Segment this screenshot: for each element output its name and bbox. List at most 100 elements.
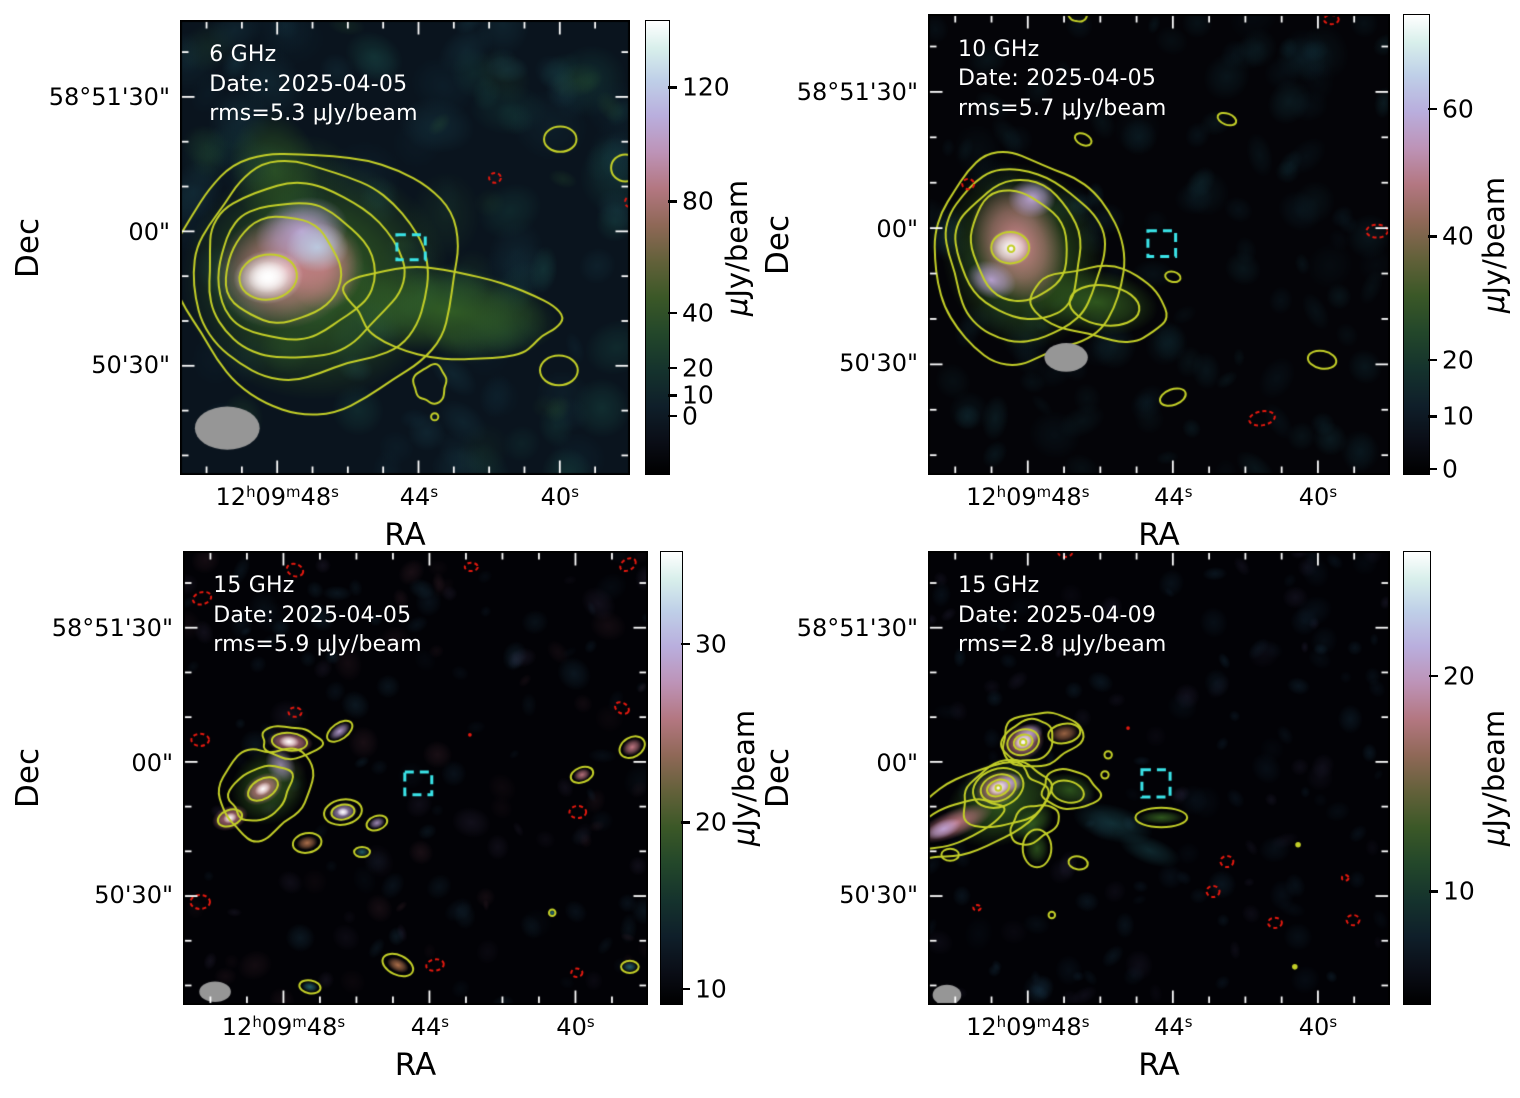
- colorbar-gradient: [1403, 551, 1431, 1005]
- freq-label: 15 GHz: [958, 573, 1040, 599]
- freq-label: 10 GHz: [958, 36, 1040, 62]
- ra-tick-label: 12h09m48s: [966, 482, 1090, 511]
- colorbar-tick-mark: [681, 642, 690, 646]
- colorbar-tick-mark: [1429, 890, 1438, 893]
- colorbar-tick-mark: [668, 414, 677, 418]
- radio-map-canvas-6ghz: [180, 20, 630, 475]
- dec-tick-label: 58°51'30": [48, 82, 170, 111]
- ra-axis-label: RA: [1138, 517, 1180, 553]
- dec-tick-label: 00": [876, 214, 918, 243]
- map-6ghz: 6 GHz Date: 2025-04-05 rms=5.3 μJy/beam: [180, 20, 630, 475]
- colorbar-tick-mark: [668, 311, 677, 315]
- colorbar-tick-label: 40: [1442, 221, 1474, 251]
- colorbar-gradient: [660, 551, 683, 1005]
- ra-tick-label: 12h09m48s: [215, 482, 339, 511]
- dec-tick-label: 00": [876, 748, 918, 777]
- dec-axis-label: Dec: [10, 217, 46, 278]
- ra-tick-label: 44s: [410, 1012, 450, 1041]
- colorbar-tick-mark: [668, 86, 677, 89]
- ra-tick-label: 40s: [540, 482, 579, 511]
- freq-label: 6 GHz: [209, 42, 277, 68]
- ra-tick-label: 44s: [1154, 1012, 1193, 1041]
- rms-label: rms=5.7 μJy/beam: [958, 95, 1167, 121]
- ra-tick-label: 12h09m48s: [221, 1012, 346, 1041]
- ra-tick-label: 44s: [1154, 482, 1193, 511]
- radio-map-canvas-15ghz-apr05: [183, 551, 648, 1005]
- dec-tick-label: 50'30": [839, 881, 918, 910]
- date-label: Date: 2025-04-05: [213, 602, 412, 628]
- dec-axis-label: Dec: [760, 214, 796, 275]
- colorbar-unit-label: μJy/beam: [1477, 176, 1511, 313]
- colorbar-tick-label: 40: [682, 298, 714, 328]
- ra-tick-label: 44s: [399, 482, 439, 511]
- ra-axis-label: RA: [394, 1047, 437, 1083]
- colorbar-tick-mark: [1428, 235, 1437, 238]
- colorbar-tick-mark: [668, 366, 677, 370]
- colorbar-tick-label: 20: [682, 353, 714, 383]
- colorbar-gradient: [1403, 14, 1430, 475]
- ra-tick-label: 40s: [1298, 482, 1338, 511]
- colorbar-tick-label: 0: [682, 401, 698, 431]
- dec-axis-label: Dec: [760, 748, 796, 808]
- map-15ghz-apr05: 15 GHz Date: 2025-04-05 rms=5.9 μJy/beam: [183, 551, 648, 1005]
- dec-tick-label: 58°51'30": [51, 613, 173, 642]
- map-annotation: 15 GHz Date: 2025-04-09 rms=2.8 μJy/beam: [958, 571, 1167, 659]
- dec-tick-label: 00": [128, 218, 170, 247]
- colorbar-tick-label: 80: [682, 186, 714, 216]
- ra-tick-label: 12h09m48s: [966, 1012, 1090, 1041]
- colorbar-unit-label: μJy/beam: [1477, 709, 1511, 847]
- rms-label: rms=2.8 μJy/beam: [958, 632, 1167, 658]
- map-annotation: 10 GHz Date: 2025-04-05 rms=5.7 μJy/beam: [958, 35, 1167, 123]
- colorbar-tick-mark: [1428, 467, 1437, 471]
- dec-tick-label: 50'30": [94, 881, 173, 910]
- colorbar-tick-mark: [668, 394, 677, 397]
- radio-map-canvas-15ghz-apr09: [928, 551, 1390, 1005]
- date-label: Date: 2025-04-05: [958, 66, 1157, 92]
- colorbar-tick-mark: [681, 821, 690, 824]
- colorbar-tick-label: 0: [1442, 454, 1458, 484]
- colorbar-unit-label: μJy/beam: [727, 709, 761, 847]
- colorbar-tick-label: 10: [682, 380, 714, 410]
- rms-label: rms=5.3 μJy/beam: [209, 101, 418, 127]
- date-label: Date: 2025-04-05: [209, 71, 408, 97]
- ra-axis-label: RA: [1138, 1047, 1180, 1083]
- colorbar-tick-label: 60: [1442, 94, 1474, 123]
- colorbar-tick-mark: [1428, 358, 1437, 362]
- colorbar-tick-mark: [1429, 674, 1438, 678]
- map-15ghz-apr09: 15 GHz Date: 2025-04-09 rms=2.8 μJy/beam: [928, 551, 1390, 1005]
- dec-tick-label: 58°51'30": [796, 77, 918, 106]
- colorbar-tick-label: 20: [695, 807, 727, 837]
- dec-tick-label: 58°51'30": [796, 613, 918, 642]
- colorbar-tick-label: 30: [695, 629, 727, 659]
- date-label: Date: 2025-04-09: [958, 602, 1157, 628]
- colorbar-tick-mark: [681, 987, 690, 991]
- ra-axis-label: RA: [384, 517, 426, 553]
- rms-label: rms=5.9 μJy/beam: [213, 632, 422, 658]
- radio-map-canvas-10ghz: [928, 14, 1390, 475]
- dec-tick-label: 50'30": [839, 349, 918, 378]
- map-annotation: 15 GHz Date: 2025-04-05 rms=5.9 μJy/beam: [213, 571, 422, 659]
- colorbar-tick-label: 10: [1442, 401, 1474, 431]
- colorbar-unit-label: μJy/beam: [720, 179, 754, 316]
- map-10ghz: 10 GHz Date: 2025-04-05 rms=5.7 μJy/beam: [928, 14, 1390, 475]
- colorbar-tick-label: 20: [1442, 345, 1474, 375]
- dec-axis-label: Dec: [10, 748, 46, 808]
- colorbar-tick-mark: [1428, 415, 1437, 419]
- map-annotation: 6 GHz Date: 2025-04-05 rms=5.3 μJy/beam: [209, 40, 418, 128]
- colorbar-tick-label: 10: [695, 974, 727, 1004]
- colorbar-tick-label: 20: [1443, 661, 1475, 691]
- ra-tick-label: 40s: [1298, 1012, 1338, 1041]
- colorbar-tick-mark: [668, 200, 677, 203]
- colorbar-tick-label: 10: [1443, 876, 1475, 906]
- dec-tick-label: 50'30": [91, 350, 170, 379]
- colorbar-tick-mark: [1428, 107, 1437, 111]
- dec-tick-label: 00": [131, 748, 173, 777]
- freq-label: 15 GHz: [213, 573, 295, 599]
- ra-tick-label: 40s: [556, 1012, 595, 1041]
- colorbar-tick-label: 120: [682, 72, 730, 102]
